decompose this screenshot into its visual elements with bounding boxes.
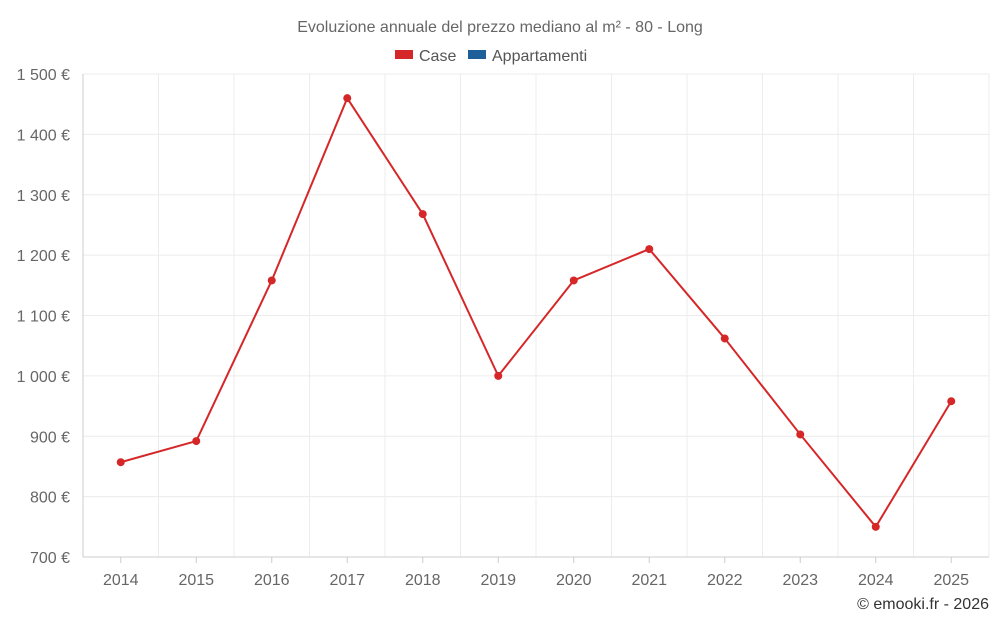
x-tick-label: 2021	[631, 572, 667, 589]
legend-label-case: Case	[419, 48, 456, 65]
x-tick-label: 2020	[556, 572, 592, 589]
data-point[interactable]	[645, 245, 654, 254]
y-tick-label: 800 €	[30, 490, 70, 507]
x-tick-label: 2025	[933, 572, 969, 589]
y-tick-label: 1 000 €	[17, 369, 70, 386]
x-tick-label: 2016	[254, 572, 290, 589]
x-tick-label: 2014	[103, 572, 139, 589]
y-tick-label: 900 €	[30, 429, 70, 446]
legend: Case Appartamenti	[395, 48, 587, 65]
y-tick-label: 1 400 €	[17, 127, 70, 144]
axes: 700 € 800 € 900 € 1 000 € 1 100 € 1 200 € 1 30…	[17, 67, 989, 589]
x-tick-label: 2022	[707, 572, 743, 589]
legend-swatch-appartamenti	[468, 50, 486, 59]
x-tick-label: 2015	[178, 572, 214, 589]
y-tick-label: 1 100 €	[17, 309, 70, 326]
data-point[interactable]	[947, 397, 956, 406]
data-point[interactable]	[267, 276, 276, 285]
data-point[interactable]	[116, 458, 125, 467]
series-line	[120, 97, 953, 528]
grid	[83, 73, 990, 558]
data-point[interactable]	[569, 276, 578, 285]
legend-item-appartamenti[interactable]: Appartamenti	[468, 48, 587, 65]
data-point[interactable]	[871, 522, 880, 531]
x-tick-label: 2018	[405, 572, 441, 589]
x-tick-label: 2024	[858, 572, 894, 589]
x-tick-label: 2017	[329, 572, 365, 589]
legend-label-appartamenti: Appartamenti	[492, 48, 587, 65]
y-tick-label: 1 500 €	[17, 67, 70, 84]
data-point[interactable]	[494, 371, 503, 380]
y-tick-label: 700 €	[30, 550, 70, 567]
y-tick-label: 1 300 €	[17, 188, 70, 205]
chart-title: Evoluzione annuale del prezzo mediano al…	[297, 19, 703, 36]
x-tick-label: 2019	[480, 572, 516, 589]
data-point[interactable]	[192, 437, 201, 446]
x-tick-label: 2023	[782, 572, 818, 589]
data-point[interactable]	[343, 94, 352, 103]
data-point[interactable]	[796, 430, 805, 439]
series-case	[116, 94, 956, 531]
credit-text: © emooki.fr - 2026	[857, 596, 989, 613]
data-point[interactable]	[720, 334, 729, 343]
y-tick-label: 1 200 €	[17, 248, 70, 265]
data-point[interactable]	[418, 210, 427, 219]
legend-swatch-case	[395, 50, 413, 59]
legend-item-case[interactable]: Case	[395, 48, 456, 65]
